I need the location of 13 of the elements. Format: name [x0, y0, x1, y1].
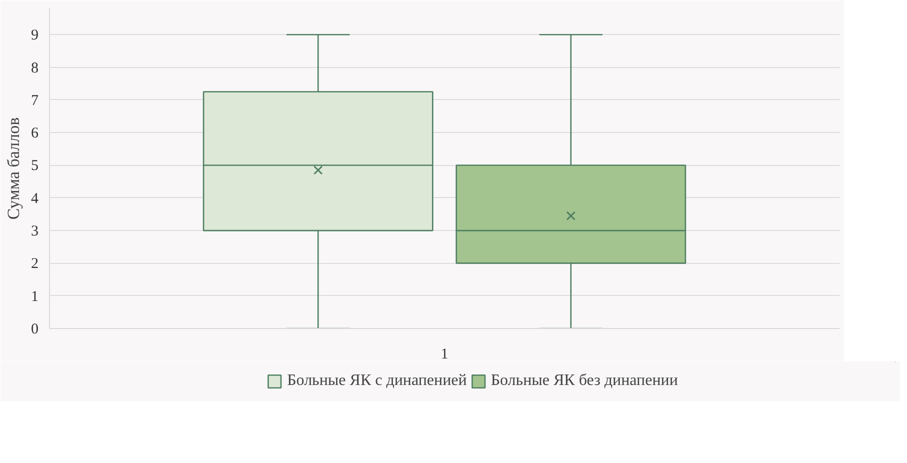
y-tick-label: 2 [31, 256, 38, 272]
y-tick-label: 5 [31, 158, 38, 174]
y-tick-label: 7 [31, 92, 39, 109]
y-tick-label: 4 [31, 190, 39, 207]
y-tick-label: 3 [31, 224, 38, 240]
y-tick-label: 9 [31, 28, 38, 44]
y-tick-label: 8 [31, 60, 38, 76]
legend-label: Больные ЯК без динапении [490, 372, 678, 390]
legend-label: Больные ЯК с динапенией [287, 372, 467, 390]
y-tick-label: 6 [31, 126, 39, 142]
y-tick-label: 0 [31, 322, 38, 338]
y-tick-label: 1 [31, 288, 38, 305]
y-axis-title: Сумма баллов [4, 117, 23, 220]
